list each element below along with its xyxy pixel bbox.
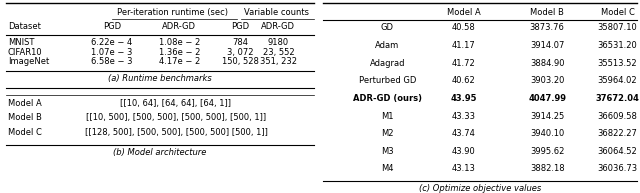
Text: (c) Optimize objective values: (c) Optimize objective values — [419, 184, 541, 193]
Text: Model C: Model C — [8, 128, 42, 137]
Text: ADR-GD: ADR-GD — [261, 22, 296, 30]
Text: Model A: Model A — [447, 8, 481, 17]
Text: 3, 072: 3, 072 — [227, 48, 253, 57]
Text: 35513.52: 35513.52 — [598, 59, 637, 68]
Text: MNIST: MNIST — [8, 38, 34, 47]
Text: 43.13: 43.13 — [452, 164, 476, 173]
Text: PGD: PGD — [103, 22, 121, 30]
Text: 4047.99: 4047.99 — [528, 94, 566, 103]
Text: 36064.52: 36064.52 — [598, 147, 637, 156]
Text: Adam: Adam — [375, 41, 399, 50]
Text: 43.90: 43.90 — [452, 147, 476, 156]
Text: 3903.20: 3903.20 — [530, 76, 564, 85]
Text: 9180: 9180 — [268, 38, 289, 47]
Text: 3914.07: 3914.07 — [530, 41, 564, 50]
Text: 36822.27: 36822.27 — [598, 129, 637, 138]
Text: 150, 528: 150, 528 — [221, 57, 259, 66]
Text: 43.74: 43.74 — [452, 129, 476, 138]
Text: 1.36e − 2: 1.36e − 2 — [159, 48, 200, 57]
Text: PGD: PGD — [231, 22, 249, 30]
Text: M2: M2 — [381, 129, 394, 138]
Text: Variable counts: Variable counts — [244, 8, 309, 17]
Text: M4: M4 — [381, 164, 394, 173]
Text: (b) Model architecture: (b) Model architecture — [113, 148, 207, 157]
Text: 3882.18: 3882.18 — [530, 164, 564, 173]
Text: CIFAR10: CIFAR10 — [8, 48, 42, 57]
Text: ADR-GD: ADR-GD — [162, 22, 196, 30]
Text: 23, 552: 23, 552 — [262, 48, 294, 57]
Text: Model B: Model B — [8, 113, 42, 122]
Text: 351, 232: 351, 232 — [260, 57, 297, 66]
Text: 3914.25: 3914.25 — [530, 112, 564, 121]
Text: 41.17: 41.17 — [452, 41, 476, 50]
Text: Dataset: Dataset — [8, 22, 40, 30]
Text: [[10, 500], [500, 500], [500, 500], [500, 1]]: [[10, 500], [500, 500], [500, 500], [500… — [86, 113, 266, 122]
Text: Model B: Model B — [531, 8, 564, 17]
Text: Model C: Model C — [601, 8, 634, 17]
Text: [[128, 500], [500, 500], [500, 500] [500, 1]]: [[128, 500], [500, 500], [500, 500] [500… — [84, 128, 268, 137]
Text: GD: GD — [381, 24, 394, 32]
Text: 41.72: 41.72 — [452, 59, 476, 68]
Text: ADR-GD (ours): ADR-GD (ours) — [353, 94, 422, 103]
Text: 40.58: 40.58 — [452, 24, 476, 32]
Text: 1.07e − 3: 1.07e − 3 — [92, 48, 132, 57]
Text: 43.95: 43.95 — [451, 94, 477, 103]
Text: 6.22e − 4: 6.22e − 4 — [92, 38, 132, 47]
Text: ImageNet: ImageNet — [8, 57, 49, 66]
Text: 3884.90: 3884.90 — [530, 59, 564, 68]
Text: 40.62: 40.62 — [452, 76, 476, 85]
Text: 36036.73: 36036.73 — [598, 164, 637, 173]
Text: 3995.62: 3995.62 — [530, 147, 564, 156]
Text: 6.58e − 3: 6.58e − 3 — [92, 57, 132, 66]
Text: M1: M1 — [381, 112, 394, 121]
Text: Per-iteration runtime (sec): Per-iteration runtime (sec) — [117, 8, 228, 17]
Text: 43.33: 43.33 — [452, 112, 476, 121]
Text: Perturbed GD: Perturbed GD — [358, 76, 416, 85]
Text: M3: M3 — [381, 147, 394, 156]
Text: 1.08e − 2: 1.08e − 2 — [159, 38, 200, 47]
Text: 4.17e − 2: 4.17e − 2 — [159, 57, 200, 66]
Text: Adagrad: Adagrad — [369, 59, 405, 68]
Text: 3873.76: 3873.76 — [530, 24, 564, 32]
Text: 35964.02: 35964.02 — [598, 76, 637, 85]
Text: 3940.10: 3940.10 — [530, 129, 564, 138]
Text: 36531.20: 36531.20 — [598, 41, 637, 50]
Text: 36609.58: 36609.58 — [598, 112, 637, 121]
Text: (a) Runtime benchmarks: (a) Runtime benchmarks — [108, 74, 212, 83]
Text: 784: 784 — [232, 38, 248, 47]
Text: Model A: Model A — [8, 99, 42, 108]
Text: 35807.10: 35807.10 — [598, 24, 637, 32]
Text: 37672.04: 37672.04 — [596, 94, 639, 103]
Text: [[10, 64], [64, 64], [64, 1]]: [[10, 64], [64, 64], [64, 1]] — [120, 99, 232, 108]
